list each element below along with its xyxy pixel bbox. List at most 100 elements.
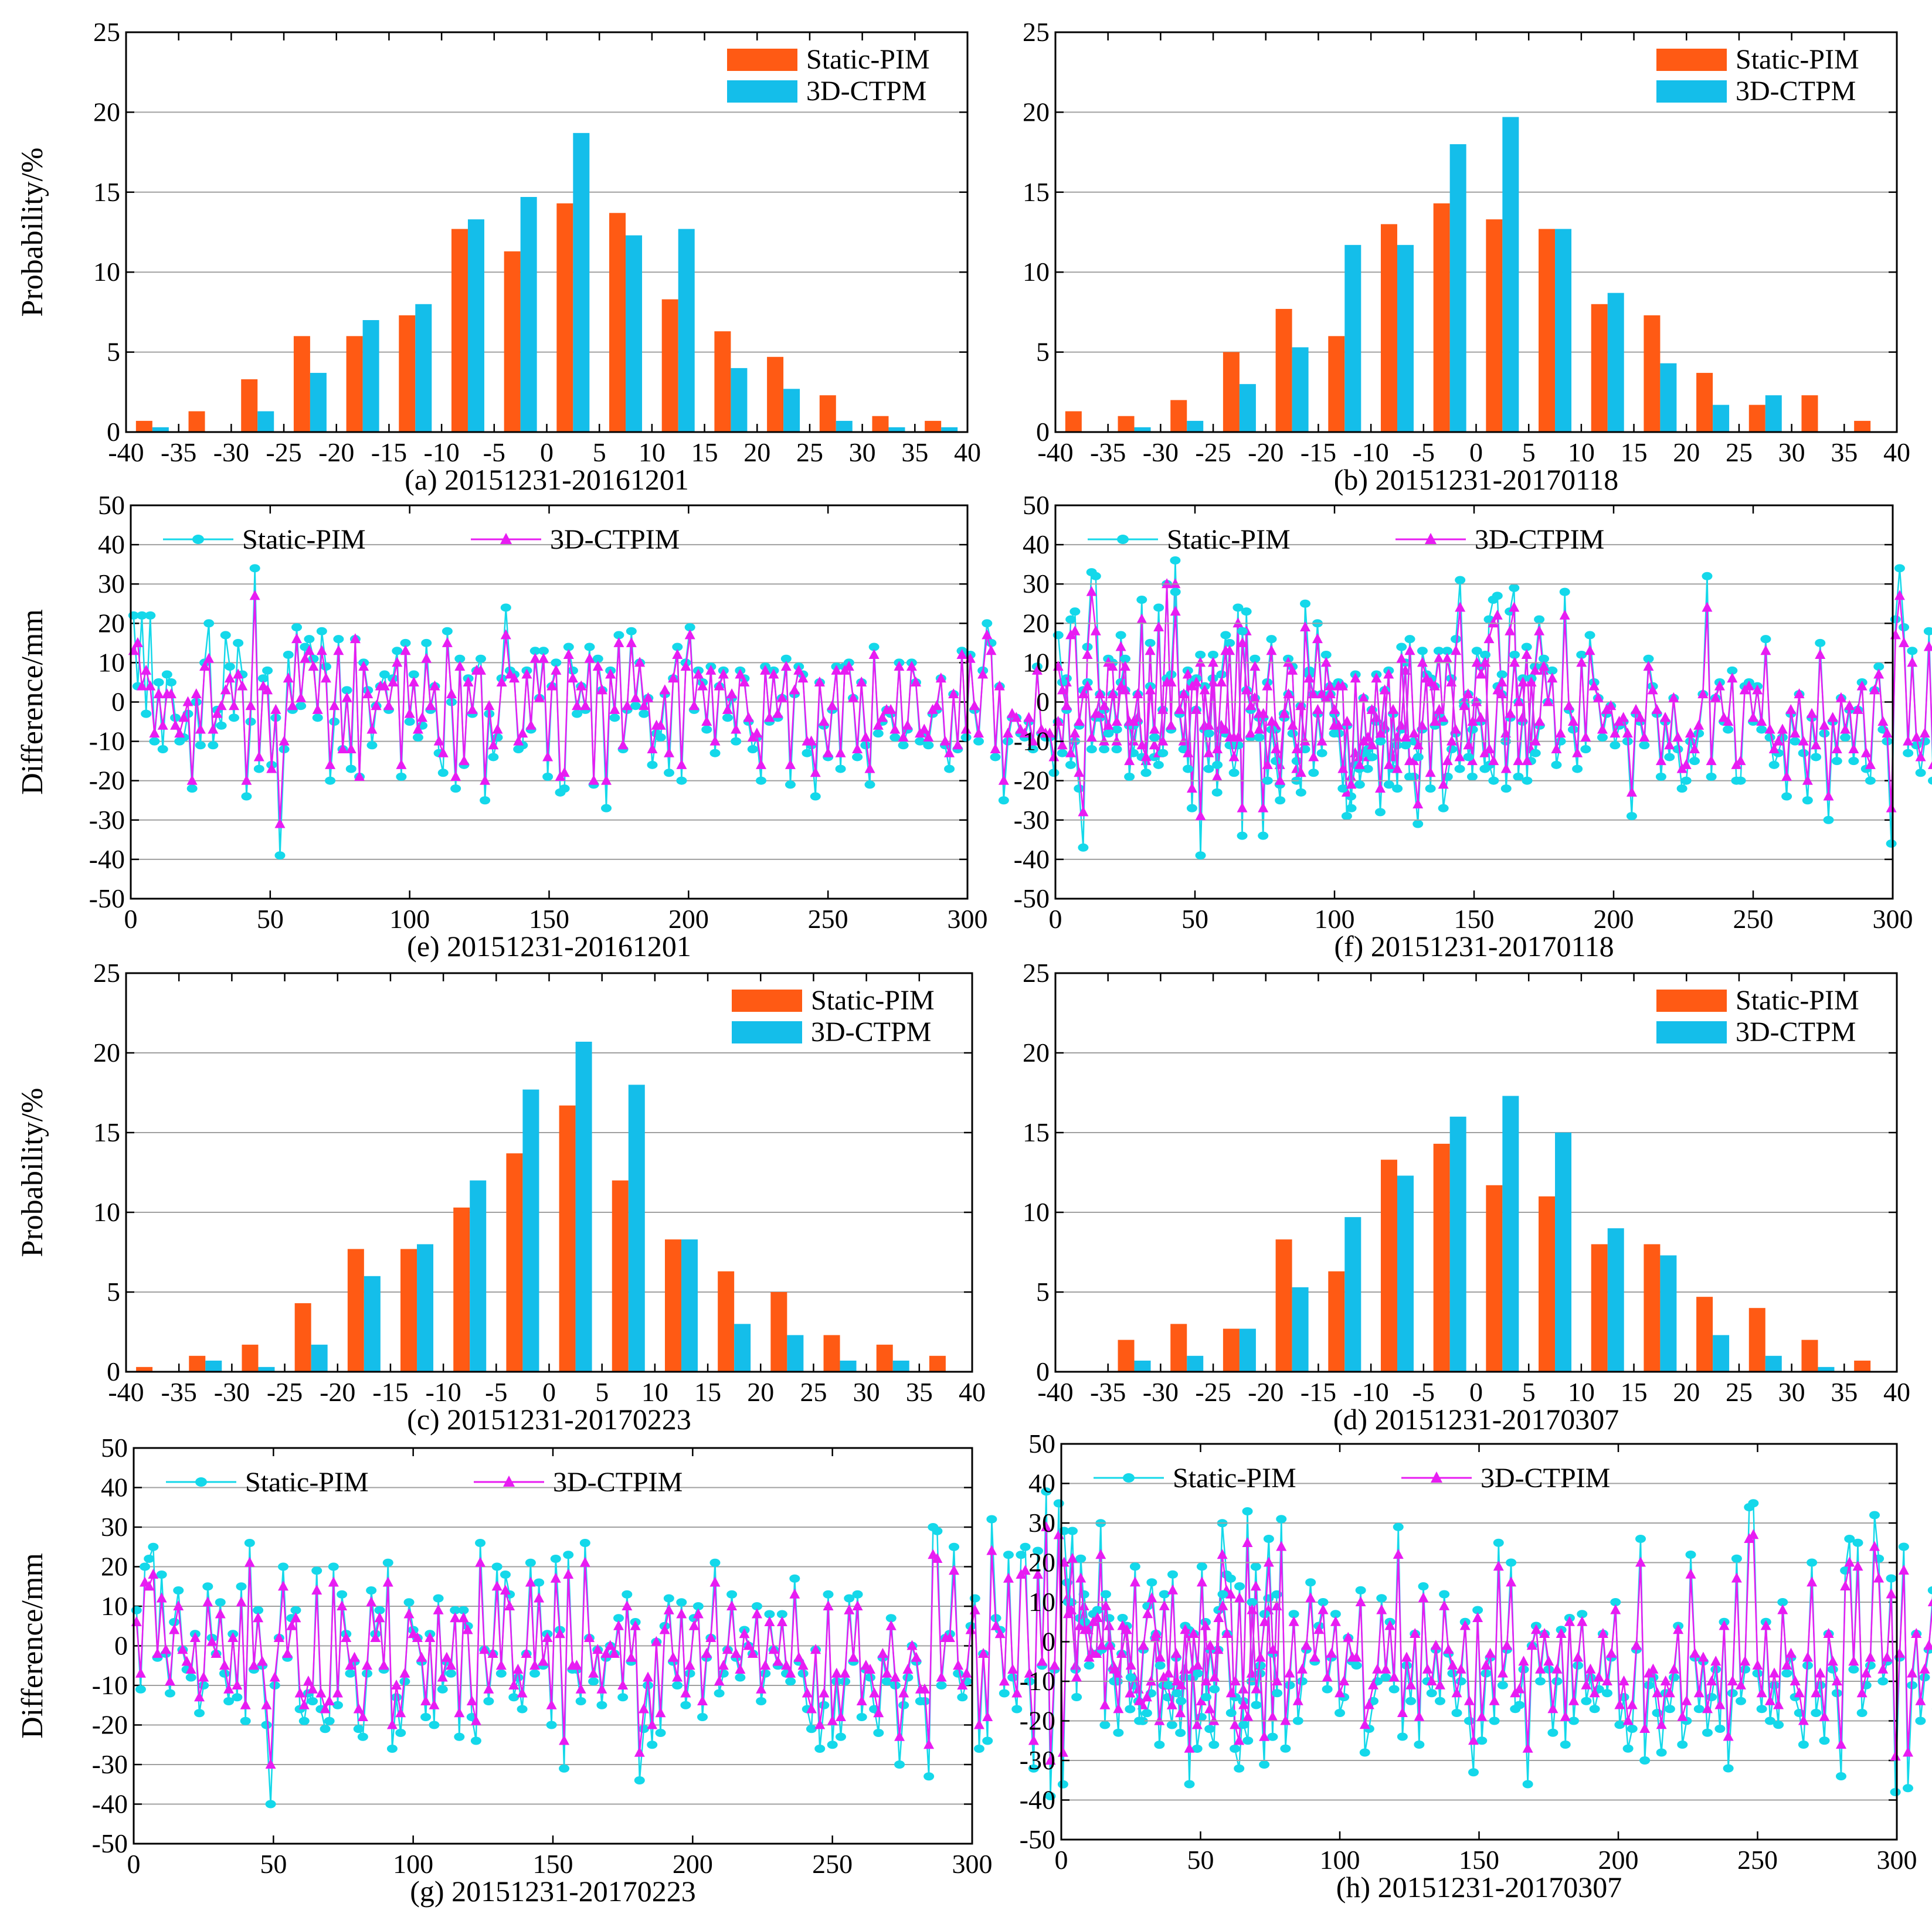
static-pim-point bbox=[1584, 631, 1595, 640]
bar-3d-ctpm bbox=[1607, 1228, 1624, 1372]
3d-ctpim-point bbox=[495, 1660, 507, 1670]
bar-3d-ctpm bbox=[1449, 1116, 1466, 1372]
static-pim-point bbox=[345, 1669, 356, 1678]
3d-ctpim-point bbox=[278, 1580, 289, 1591]
3d-ctpim-point bbox=[1170, 606, 1181, 616]
bar-static-pim bbox=[347, 1249, 364, 1372]
static-pim-point bbox=[1773, 1721, 1784, 1729]
static-pim-point bbox=[1844, 1535, 1855, 1543]
y-axis-title: Difference/mm bbox=[16, 609, 49, 795]
static-pim-point bbox=[835, 1732, 846, 1741]
3d-ctpim-point bbox=[919, 723, 930, 734]
3d-ctpim-point bbox=[869, 1687, 880, 1698]
3d-ctpim-point bbox=[437, 747, 449, 757]
3d-ctpim-point bbox=[1740, 1656, 1751, 1666]
bar-static-pim bbox=[1380, 224, 1397, 432]
static-pim-point bbox=[382, 1558, 393, 1567]
3d-ctpim-point bbox=[1263, 1556, 1274, 1567]
static-pim-point bbox=[840, 1677, 851, 1686]
legend-label: 3D-CTPIM bbox=[550, 524, 680, 555]
3d-ctpim-point bbox=[1266, 645, 1277, 655]
static-pim-point bbox=[1208, 1741, 1220, 1749]
3d-ctpim-point bbox=[1844, 700, 1855, 711]
static-pim-point bbox=[1426, 1689, 1437, 1698]
3d-ctpim-point bbox=[1212, 743, 1223, 754]
3d-ctpim-point bbox=[1627, 1699, 1638, 1709]
static-pim-point bbox=[1551, 1677, 1563, 1685]
3d-ctpim-point bbox=[1743, 680, 1754, 691]
3d-ctpim-point bbox=[1807, 1576, 1818, 1587]
static-pim-point bbox=[1295, 788, 1306, 797]
3d-ctpim-point bbox=[1099, 1699, 1111, 1709]
3d-ctpim-point bbox=[1128, 716, 1139, 726]
3d-ctpim-point bbox=[1325, 688, 1336, 699]
3d-ctpim-point bbox=[400, 645, 411, 655]
3d-ctpim-point bbox=[1084, 1651, 1095, 1662]
3d-ctpim-point bbox=[1500, 763, 1512, 773]
3d-ctpim-point bbox=[1196, 1695, 1207, 1705]
3d-ctpim-point bbox=[1760, 645, 1771, 655]
3d-ctpim-point bbox=[781, 1660, 792, 1670]
static-pim-point bbox=[475, 654, 486, 663]
3d-ctpim-point bbox=[931, 700, 942, 711]
static-pim-point bbox=[785, 1677, 796, 1686]
3d-ctpim-point bbox=[1819, 1711, 1830, 1721]
3d-ctpim-point bbox=[1848, 1656, 1859, 1666]
3d-ctpim-point bbox=[475, 1556, 486, 1567]
static-pim-point bbox=[1217, 1590, 1228, 1599]
static-pim-point bbox=[500, 603, 511, 612]
3d-ctpim-point bbox=[261, 1699, 272, 1709]
bar-static-pim bbox=[1696, 373, 1713, 432]
3d-ctpim-point bbox=[1856, 680, 1868, 691]
static-pim-point bbox=[1155, 1661, 1166, 1670]
y-tick-label: 20 bbox=[93, 1038, 120, 1068]
3d-ctpim-point bbox=[894, 661, 905, 671]
3d-ctpim-point bbox=[1107, 688, 1118, 699]
3d-ctpim-point bbox=[923, 731, 934, 742]
3d-ctpim-point bbox=[1272, 1675, 1283, 1685]
3d-ctpim-point bbox=[164, 1675, 175, 1686]
3d-ctpim-point bbox=[1103, 1620, 1115, 1630]
3d-ctpim-point bbox=[1247, 1604, 1258, 1614]
3d-ctpim-point bbox=[647, 743, 658, 754]
3d-ctpim-point bbox=[257, 1656, 268, 1666]
3d-ctpim-point bbox=[1903, 1746, 1913, 1757]
3d-ctpim-point bbox=[726, 688, 738, 699]
3d-ctpim-point bbox=[613, 1620, 624, 1630]
static-pim-point bbox=[1852, 1538, 1863, 1547]
3d-ctpim-point bbox=[949, 1565, 960, 1575]
y-tick-label: 50 bbox=[1023, 490, 1050, 520]
static-pim-point bbox=[894, 1760, 905, 1769]
3d-ctpim-point bbox=[1408, 728, 1420, 738]
3d-ctpim-point bbox=[1400, 731, 1411, 742]
3d-ctpim-point bbox=[1335, 1687, 1345, 1698]
3d-ctpim-point bbox=[337, 1600, 348, 1610]
static-pim-point bbox=[1702, 572, 1713, 580]
3d-ctpim-point bbox=[1350, 672, 1361, 683]
3d-ctpim-point bbox=[1568, 1695, 1579, 1705]
3d-ctpim-point bbox=[421, 652, 432, 663]
3d-ctpim-point bbox=[1283, 657, 1294, 667]
static-pim-point bbox=[1225, 1709, 1237, 1717]
3d-ctpim-point bbox=[1777, 723, 1788, 734]
3d-ctpim-point bbox=[353, 1703, 364, 1714]
static-pim-point bbox=[1655, 772, 1666, 781]
y-tick-label: 50 bbox=[1028, 1429, 1055, 1459]
3d-ctpim-point bbox=[396, 759, 407, 769]
static-pim-point bbox=[1602, 1689, 1612, 1698]
3d-ctpim-point bbox=[1660, 1675, 1671, 1685]
legend-marker-3d-ctpim bbox=[503, 1476, 515, 1487]
static-pim-point bbox=[1204, 1725, 1215, 1733]
static-pim-point bbox=[325, 776, 336, 785]
3d-ctpim-point bbox=[1819, 719, 1830, 730]
static-pim-point bbox=[216, 721, 227, 730]
bar-static-pim bbox=[559, 1105, 576, 1372]
3d-ctpim-point bbox=[244, 1556, 255, 1567]
3d-ctpim-point bbox=[1333, 719, 1344, 730]
bar-3d-ctpm bbox=[310, 373, 327, 432]
static-pim-point bbox=[1723, 725, 1734, 734]
static-pim-point bbox=[1275, 796, 1286, 805]
static-pim-point bbox=[517, 1705, 528, 1714]
static-pim-point bbox=[1581, 1697, 1592, 1705]
3d-ctpim-point bbox=[1138, 1640, 1149, 1650]
